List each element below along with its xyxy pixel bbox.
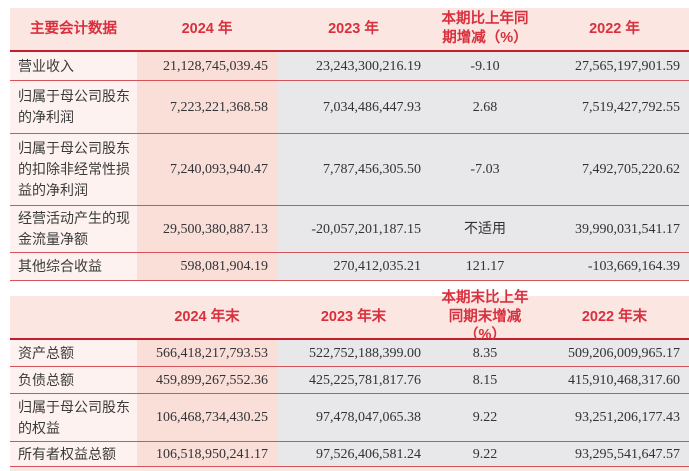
- table-row: 资产总额 566,418,217,793.53 522,752,188,399.…: [10, 340, 689, 367]
- row-label: 营业收入: [10, 52, 137, 80]
- table-row: 营业收入 21,128,745,039.45 23,243,300,216.19…: [10, 52, 689, 81]
- row-label: 归属于母公司股东的权益: [10, 394, 137, 441]
- value-2022: 27,565,197,901.59: [540, 52, 689, 80]
- table-row: 归属于母公司股东的权益 106,468,734,430.25 97,478,04…: [10, 394, 689, 442]
- value-change: -9.10: [430, 52, 540, 80]
- value-2024: 7,223,221,368.58: [137, 81, 277, 133]
- table-row: 负债总额 459,899,267,552.36 425,225,781,817.…: [10, 367, 689, 394]
- table1-header-change: 本期比上年同期增减（%）: [441, 11, 529, 46]
- value-2024: 598,081,904.19: [137, 253, 277, 280]
- table-row: 所有者权益总额 106,518,950,241.17 97,526,406,58…: [10, 442, 689, 467]
- table2-header-2022-end: 2022 年末: [581, 308, 648, 325]
- value-2023: 23,243,300,216.19: [277, 52, 430, 80]
- value-2024: 29,500,380,887.13: [137, 206, 277, 252]
- value-2022: 7,519,427,792.55: [540, 81, 689, 133]
- table1-header-main: 主要会计数据: [30, 20, 117, 37]
- value-change: -7.03: [430, 134, 540, 205]
- value-change: 9.22: [430, 442, 540, 466]
- value-2022-end: 415,910,468,317.60: [540, 367, 689, 393]
- table-row: 归属于母公司股东的净利润 7,223,221,368.58 7,034,486,…: [10, 81, 689, 134]
- table2-header-change: 本期末比上年同期末增减（%）: [441, 289, 529, 344]
- row-label: 资产总额: [10, 340, 137, 366]
- value-2023-end: 97,478,047,065.38: [277, 394, 430, 441]
- table2-header-2023-end: 2023 年末: [320, 308, 387, 325]
- value-change: 8.35: [430, 340, 540, 366]
- value-change: 不适用: [430, 206, 540, 252]
- table1-header-2024: 2024 年: [181, 20, 233, 37]
- value-2023: 7,034,486,447.93: [277, 81, 430, 133]
- value-2024-end: 106,518,950,241.17: [137, 442, 277, 466]
- value-2022: 39,990,031,541.17: [540, 206, 689, 252]
- row-label: 经营活动产生的现金流量净额: [10, 206, 137, 252]
- value-2024-end: 566,418,217,793.53: [137, 340, 277, 366]
- value-2024: 7,240,093,940.47: [137, 134, 277, 205]
- value-2022-end: 93,251,206,177.43: [540, 394, 689, 441]
- value-2024-end: 106,468,734,430.25: [137, 394, 277, 441]
- value-change: 9.22: [430, 394, 540, 441]
- value-2023-end: 425,225,781,817.76: [277, 367, 430, 393]
- table1-header-2022: 2022 年: [589, 20, 640, 37]
- key-accounting-data-table: 主要会计数据 2024 年 2023 年 本期比上年同期增减（%） 2022 年…: [10, 8, 689, 281]
- table1-header-row: 主要会计数据 2024 年 2023 年 本期比上年同期增减（%） 2022 年: [10, 8, 689, 52]
- value-change: 2.68: [430, 81, 540, 133]
- row-label: 归属于母公司股东的净利润: [10, 81, 137, 133]
- value-2022-end: 509,206,009,965.17: [540, 340, 689, 366]
- period-end-balance-table: 2024 年末 2023 年末 本期末比上年同期末增减（%） 2022 年末 资…: [10, 289, 689, 467]
- value-2023-end: 97,526,406,581.24: [277, 442, 430, 466]
- value-2024: 21,128,745,039.45: [137, 52, 277, 80]
- table-row: 归属于母公司股东的扣除非经常性损益的净利润 7,240,093,940.47 7…: [10, 134, 689, 206]
- value-change: 121.17: [430, 253, 540, 280]
- row-label: 其他综合收益: [10, 253, 137, 280]
- table-row: 其他综合收益 598,081,904.19 270,412,035.21 121…: [10, 253, 689, 281]
- value-2022: -103,669,164.39: [540, 253, 689, 280]
- table2-header-row: 2024 年末 2023 年末 本期末比上年同期末增减（%） 2022 年末: [10, 289, 689, 344]
- value-2023: 7,787,456,305.50: [277, 134, 430, 205]
- value-2024-end: 459,899,267,552.36: [137, 367, 277, 393]
- table-row: 经营活动产生的现金流量净额 29,500,380,887.13 -20,057,…: [10, 206, 689, 253]
- row-label: 负债总额: [10, 367, 137, 393]
- value-change: 8.15: [430, 367, 540, 393]
- value-2022: 7,492,705,220.62: [540, 134, 689, 205]
- value-2023: -20,057,201,187.15: [277, 206, 430, 252]
- table2-header-empty: [10, 296, 137, 338]
- table1-header-2023: 2023 年: [328, 20, 379, 37]
- row-label: 所有者权益总额: [10, 442, 137, 466]
- value-2023-end: 522,752,188,399.00: [277, 340, 430, 366]
- row-label: 归属于母公司股东的扣除非经常性损益的净利润: [10, 134, 137, 205]
- value-2022-end: 93,295,541,647.57: [540, 442, 689, 466]
- next-row-cutoff-strip: [10, 467, 689, 471]
- value-2023: 270,412,035.21: [277, 253, 430, 280]
- table2-header-2024-end: 2024 年末: [174, 308, 240, 325]
